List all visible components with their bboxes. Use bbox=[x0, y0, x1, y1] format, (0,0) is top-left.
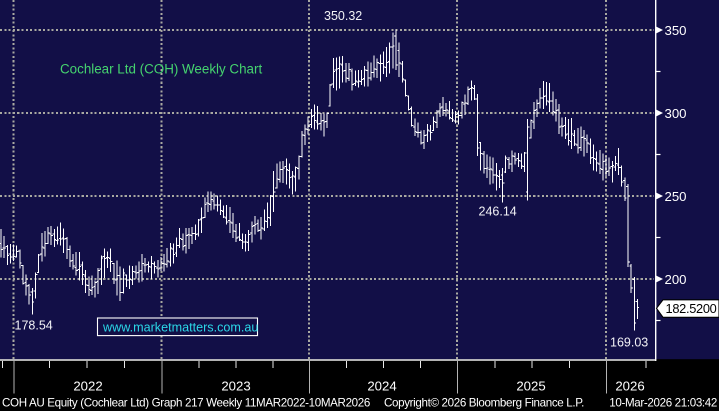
svg-text:169.03: 169.03 bbox=[610, 335, 648, 349]
svg-text:300: 300 bbox=[665, 106, 687, 121]
svg-text:COH AU Equity (Cochlear Ltd) G: COH AU Equity (Cochlear Ltd) Graph 217 W… bbox=[2, 396, 370, 409]
svg-text:2026: 2026 bbox=[615, 379, 644, 394]
svg-text:350.32: 350.32 bbox=[324, 9, 362, 23]
svg-text:200: 200 bbox=[665, 272, 687, 287]
svg-text:Cochlear Ltd (COH) Weekly Char: Cochlear Ltd (COH) Weekly Chart bbox=[60, 62, 262, 77]
svg-text:250: 250 bbox=[665, 189, 687, 204]
svg-text:2022: 2022 bbox=[73, 379, 102, 394]
svg-text:246.14: 246.14 bbox=[479, 204, 517, 218]
svg-text:10-Mar-2026 21:03:42: 10-Mar-2026 21:03:42 bbox=[609, 396, 717, 409]
svg-text:350: 350 bbox=[665, 23, 687, 38]
svg-text:2025: 2025 bbox=[516, 379, 545, 394]
svg-text:182.5200: 182.5200 bbox=[666, 301, 717, 316]
svg-text:Copyright© 2026 Bloomberg Fina: Copyright© 2026 Bloomberg Finance L.P. bbox=[384, 396, 584, 409]
svg-text:2023: 2023 bbox=[221, 379, 250, 394]
svg-text:www.marketmatters.com.au: www.marketmatters.com.au bbox=[102, 320, 258, 334]
svg-text:178.54: 178.54 bbox=[15, 319, 53, 333]
svg-text:2024: 2024 bbox=[367, 379, 396, 394]
